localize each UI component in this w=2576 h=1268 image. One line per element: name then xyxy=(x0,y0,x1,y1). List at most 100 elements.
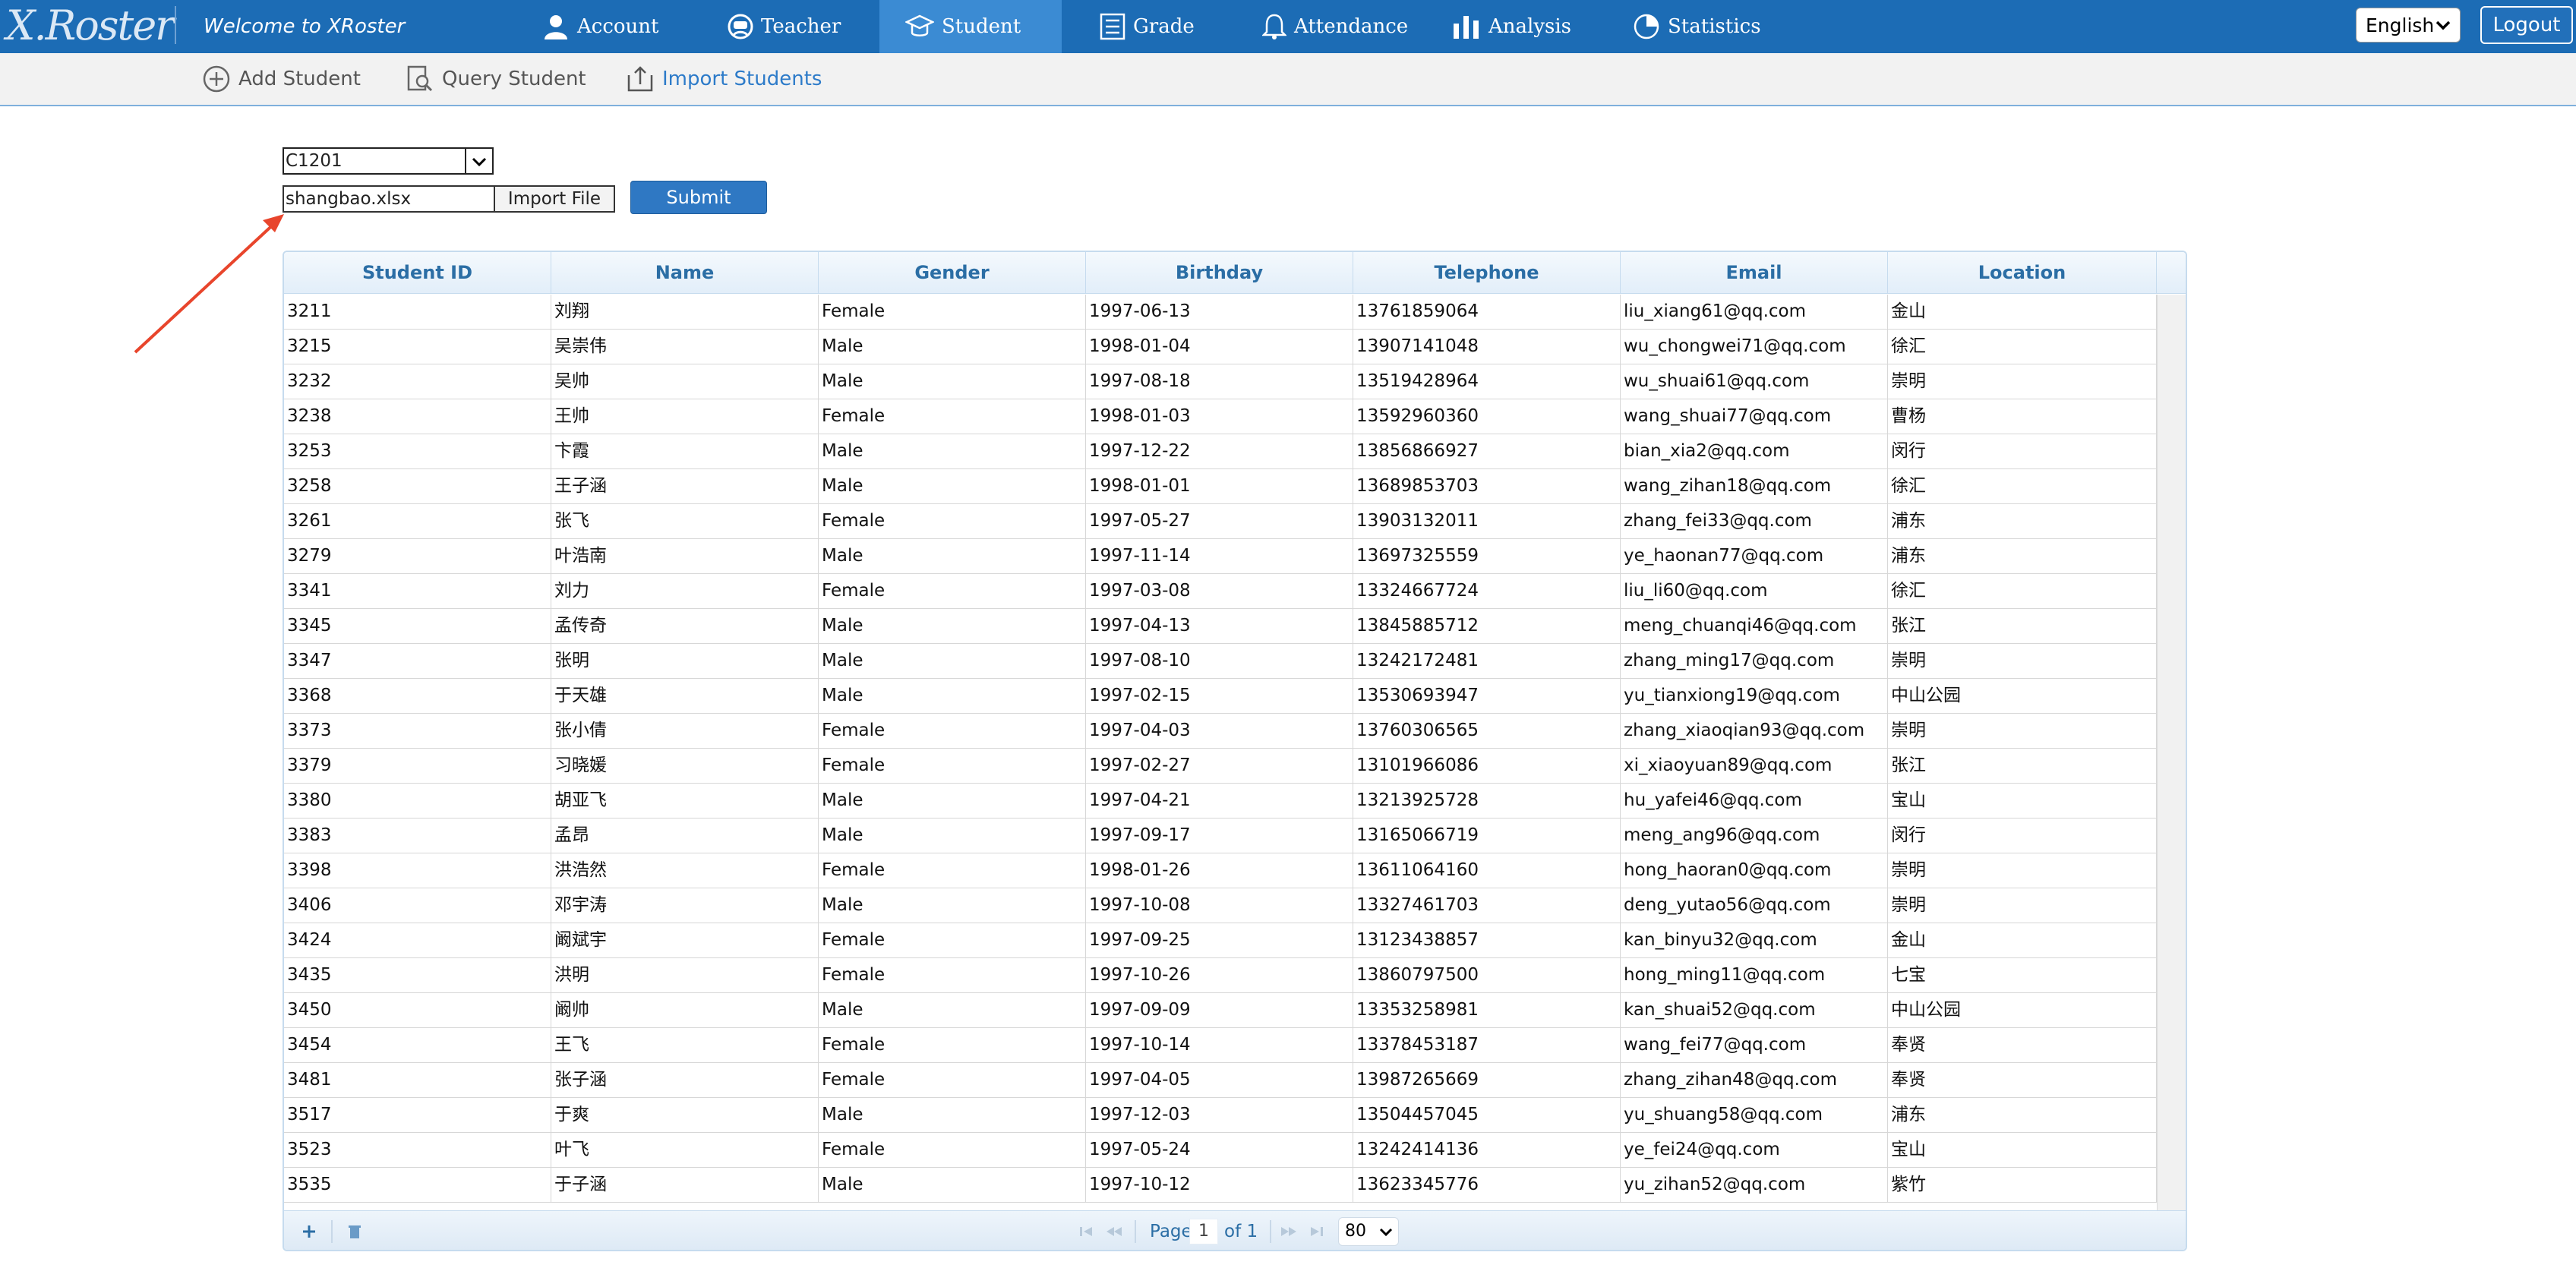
table-row[interactable]: 3258 王子涵 Male 1998-01-01 13689853703 wang_zih… xyxy=(284,469,2157,504)
table-row[interactable]: 3517 于爽 Male 1997-12-03 13504457045 yu_shuang… xyxy=(284,1098,2157,1133)
submit-button[interactable]: Submit xyxy=(630,181,767,214)
table-row[interactable]: 3379 习晓媛 Female 1997-02-27 13101966086 xi_xia… xyxy=(284,749,2157,784)
page-number-input[interactable]: 1 xyxy=(1189,1219,1218,1244)
column-header[interactable]: Student ID xyxy=(284,252,551,293)
table-row[interactable]: 3450 阚帅 Male 1997-09-09 13353258981 kan_shuai… xyxy=(284,993,2157,1028)
nav-item-student[interactable]: Student xyxy=(879,0,1062,53)
table-row[interactable]: 3261 张飞 Female 1997-05-27 13903132011 zhang_f… xyxy=(284,504,2157,539)
logo-divider xyxy=(175,6,176,44)
table-row[interactable]: 3215 吴崇伟 Male 1998-01-04 13907141048 wu_chong… xyxy=(284,330,2157,364)
table-cell: 王子涵 xyxy=(551,469,819,503)
table-row[interactable]: 3523 叶飞 Female 1997-05-24 13242414136 ye_fei2… xyxy=(284,1133,2157,1168)
table-cell: Male xyxy=(819,1098,1086,1132)
table-row[interactable]: 3238 王帅 Female 1998-01-03 13592960360 wang_sh… xyxy=(284,399,2157,434)
table-cell: 1997-02-15 xyxy=(1086,679,1353,713)
subnav-query-student[interactable]: Query Student xyxy=(406,53,586,105)
vertical-scrollbar[interactable] xyxy=(2157,295,2186,1213)
previous-page-icon[interactable] xyxy=(1103,1220,1125,1243)
table-row[interactable]: 3341 刘力 Female 1997-03-08 13324667724 liu_li6… xyxy=(284,574,2157,609)
table-cell: hong_haoran0@qq.com xyxy=(1621,853,1888,888)
table-cell: 1998-01-01 xyxy=(1086,469,1353,503)
subnav-label-add: Add Student xyxy=(238,68,361,90)
add-row-icon[interactable] xyxy=(298,1220,320,1243)
table-row[interactable]: 3211 刘翔 Female 1997-06-13 13761859064 liu_xia… xyxy=(284,295,2157,330)
table-cell: liu_xiang61@qq.com xyxy=(1621,295,1888,329)
nav-item-statistics[interactable]: Statistics xyxy=(1633,0,1762,53)
table-row[interactable]: 3383 孟昂 Male 1997-09-17 13165066719 meng_ang9… xyxy=(284,819,2157,853)
next-page-icon[interactable] xyxy=(1277,1220,1300,1243)
column-header[interactable]: Location xyxy=(1888,252,2157,293)
logout-button[interactable]: Logout xyxy=(2480,6,2573,44)
nav-item-analysis[interactable]: Analysis xyxy=(1452,0,1581,53)
import-file-button[interactable]: Import File xyxy=(494,185,615,213)
column-header[interactable]: Gender xyxy=(819,252,1086,293)
last-page-icon[interactable] xyxy=(1305,1220,1327,1243)
table-cell: 13856866927 xyxy=(1353,434,1621,468)
first-page-icon[interactable] xyxy=(1075,1220,1098,1243)
table-cell: 刘力 xyxy=(551,574,819,608)
table-cell: 吴崇伟 xyxy=(551,330,819,364)
class-select-value: C1201 xyxy=(286,151,343,171)
subnav-label-query: Query Student xyxy=(442,68,586,90)
subnav-add-student[interactable]: Add Student xyxy=(202,53,361,105)
nav-label-teacher: Teacher xyxy=(761,15,841,38)
table-cell: Male xyxy=(819,609,1086,643)
table-cell: 王飞 xyxy=(551,1028,819,1062)
column-header[interactable]: Birthday xyxy=(1086,252,1353,293)
table-cell: Female xyxy=(819,295,1086,329)
table-cell: Male xyxy=(819,819,1086,853)
table-cell: 3341 xyxy=(284,574,551,608)
table-cell: Female xyxy=(819,399,1086,434)
nav-item-teacher[interactable]: Teacher xyxy=(728,0,841,53)
table-cell: 奉贤 xyxy=(1888,1063,2157,1097)
table-cell: Female xyxy=(819,923,1086,957)
column-header[interactable]: Telephone xyxy=(1353,252,1621,293)
table-cell: Male xyxy=(819,1168,1086,1202)
grid-header: Student ID Name Gender Birthday Telephon… xyxy=(284,252,2157,294)
table-cell: 宝山 xyxy=(1888,784,2157,818)
table-row[interactable]: 3406 邓宇涛 Male 1997-10-08 13327461703 deng_yut… xyxy=(284,888,2157,923)
page-size-select[interactable]: 80 xyxy=(1338,1217,1399,1246)
table-cell: Female xyxy=(819,504,1086,538)
table-cell: 13592960360 xyxy=(1353,399,1621,434)
table-cell: 徐汇 xyxy=(1888,330,2157,364)
app-logo[interactable]: X.Roster xyxy=(6,2,175,49)
table-row[interactable]: 3232 吴帅 Male 1997-08-18 13519428964 wu_shuai6… xyxy=(284,364,2157,399)
nav-item-attendance[interactable]: Attendance xyxy=(1262,0,1414,53)
class-select[interactable]: C1201 xyxy=(283,147,494,175)
column-header[interactable]: Email xyxy=(1621,252,1888,293)
table-row[interactable]: 3347 张明 Male 1997-08-10 13242172481 zhang_min… xyxy=(284,644,2157,679)
table-row[interactable]: 3454 王飞 Female 1997-10-14 13378453187 wang_fe… xyxy=(284,1028,2157,1063)
table-cell: 王帅 xyxy=(551,399,819,434)
scrollbar-thumb[interactable] xyxy=(2162,298,2182,320)
table-row[interactable]: 3253 卞霞 Male 1997-12-22 13856866927 bian_xia2… xyxy=(284,434,2157,469)
table-cell: 张子涵 xyxy=(551,1063,819,1097)
file-name-field[interactable]: shangbao.xlsx xyxy=(283,185,495,213)
nav-item-account[interactable]: Account xyxy=(542,0,659,53)
table-cell: 13907141048 xyxy=(1353,330,1621,364)
column-header[interactable]: Name xyxy=(551,252,819,293)
trash-icon[interactable] xyxy=(343,1220,366,1243)
table-row[interactable]: 3535 于子涵 Male 1997-10-12 13623345776 yu_zihan… xyxy=(284,1168,2157,1203)
table-row[interactable]: 3279 叶浩南 Male 1997-11-14 13697325559 ye_haona… xyxy=(284,539,2157,574)
table-row[interactable]: 3368 于天雄 Male 1997-02-15 13530693947 yu_tianx… xyxy=(284,679,2157,714)
table-cell: ye_haonan77@qq.com xyxy=(1621,539,1888,573)
subnav-import-students[interactable]: Import Students xyxy=(626,53,822,105)
table-cell: 3368 xyxy=(284,679,551,713)
table-row[interactable]: 3345 孟传奇 Male 1997-04-13 13845885712 meng_chu… xyxy=(284,609,2157,644)
table-cell: 13611064160 xyxy=(1353,853,1621,888)
table-row[interactable]: 3398 洪浩然 Female 1998-01-26 13611064160 hong_h… xyxy=(284,853,2157,888)
table-row[interactable]: 3481 张子涵 Female 1997-04-05 13987265669 zhang_… xyxy=(284,1063,2157,1098)
language-select[interactable]: English xyxy=(2356,8,2461,43)
table-cell: 13165066719 xyxy=(1353,819,1621,853)
table-cell: zhang_fei33@qq.com xyxy=(1621,504,1888,538)
table-cell: 吴帅 xyxy=(551,364,819,399)
table-cell: Male xyxy=(819,888,1086,923)
nav-item-grade[interactable]: Grade xyxy=(1100,0,1198,53)
table-cell: 崇明 xyxy=(1888,364,2157,399)
table-row[interactable]: 3424 阚斌宇 Female 1997-09-25 13123438857 kan_bi… xyxy=(284,923,2157,958)
table-row[interactable]: 3435 洪明 Female 1997-10-26 13860797500 hong_mi… xyxy=(284,958,2157,993)
table-cell: 胡亚飞 xyxy=(551,784,819,818)
table-row[interactable]: 3380 胡亚飞 Male 1997-04-21 13213925728 hu_yafei… xyxy=(284,784,2157,819)
table-row[interactable]: 3373 张小倩 Female 1997-04-03 13760306565 zhang_… xyxy=(284,714,2157,749)
